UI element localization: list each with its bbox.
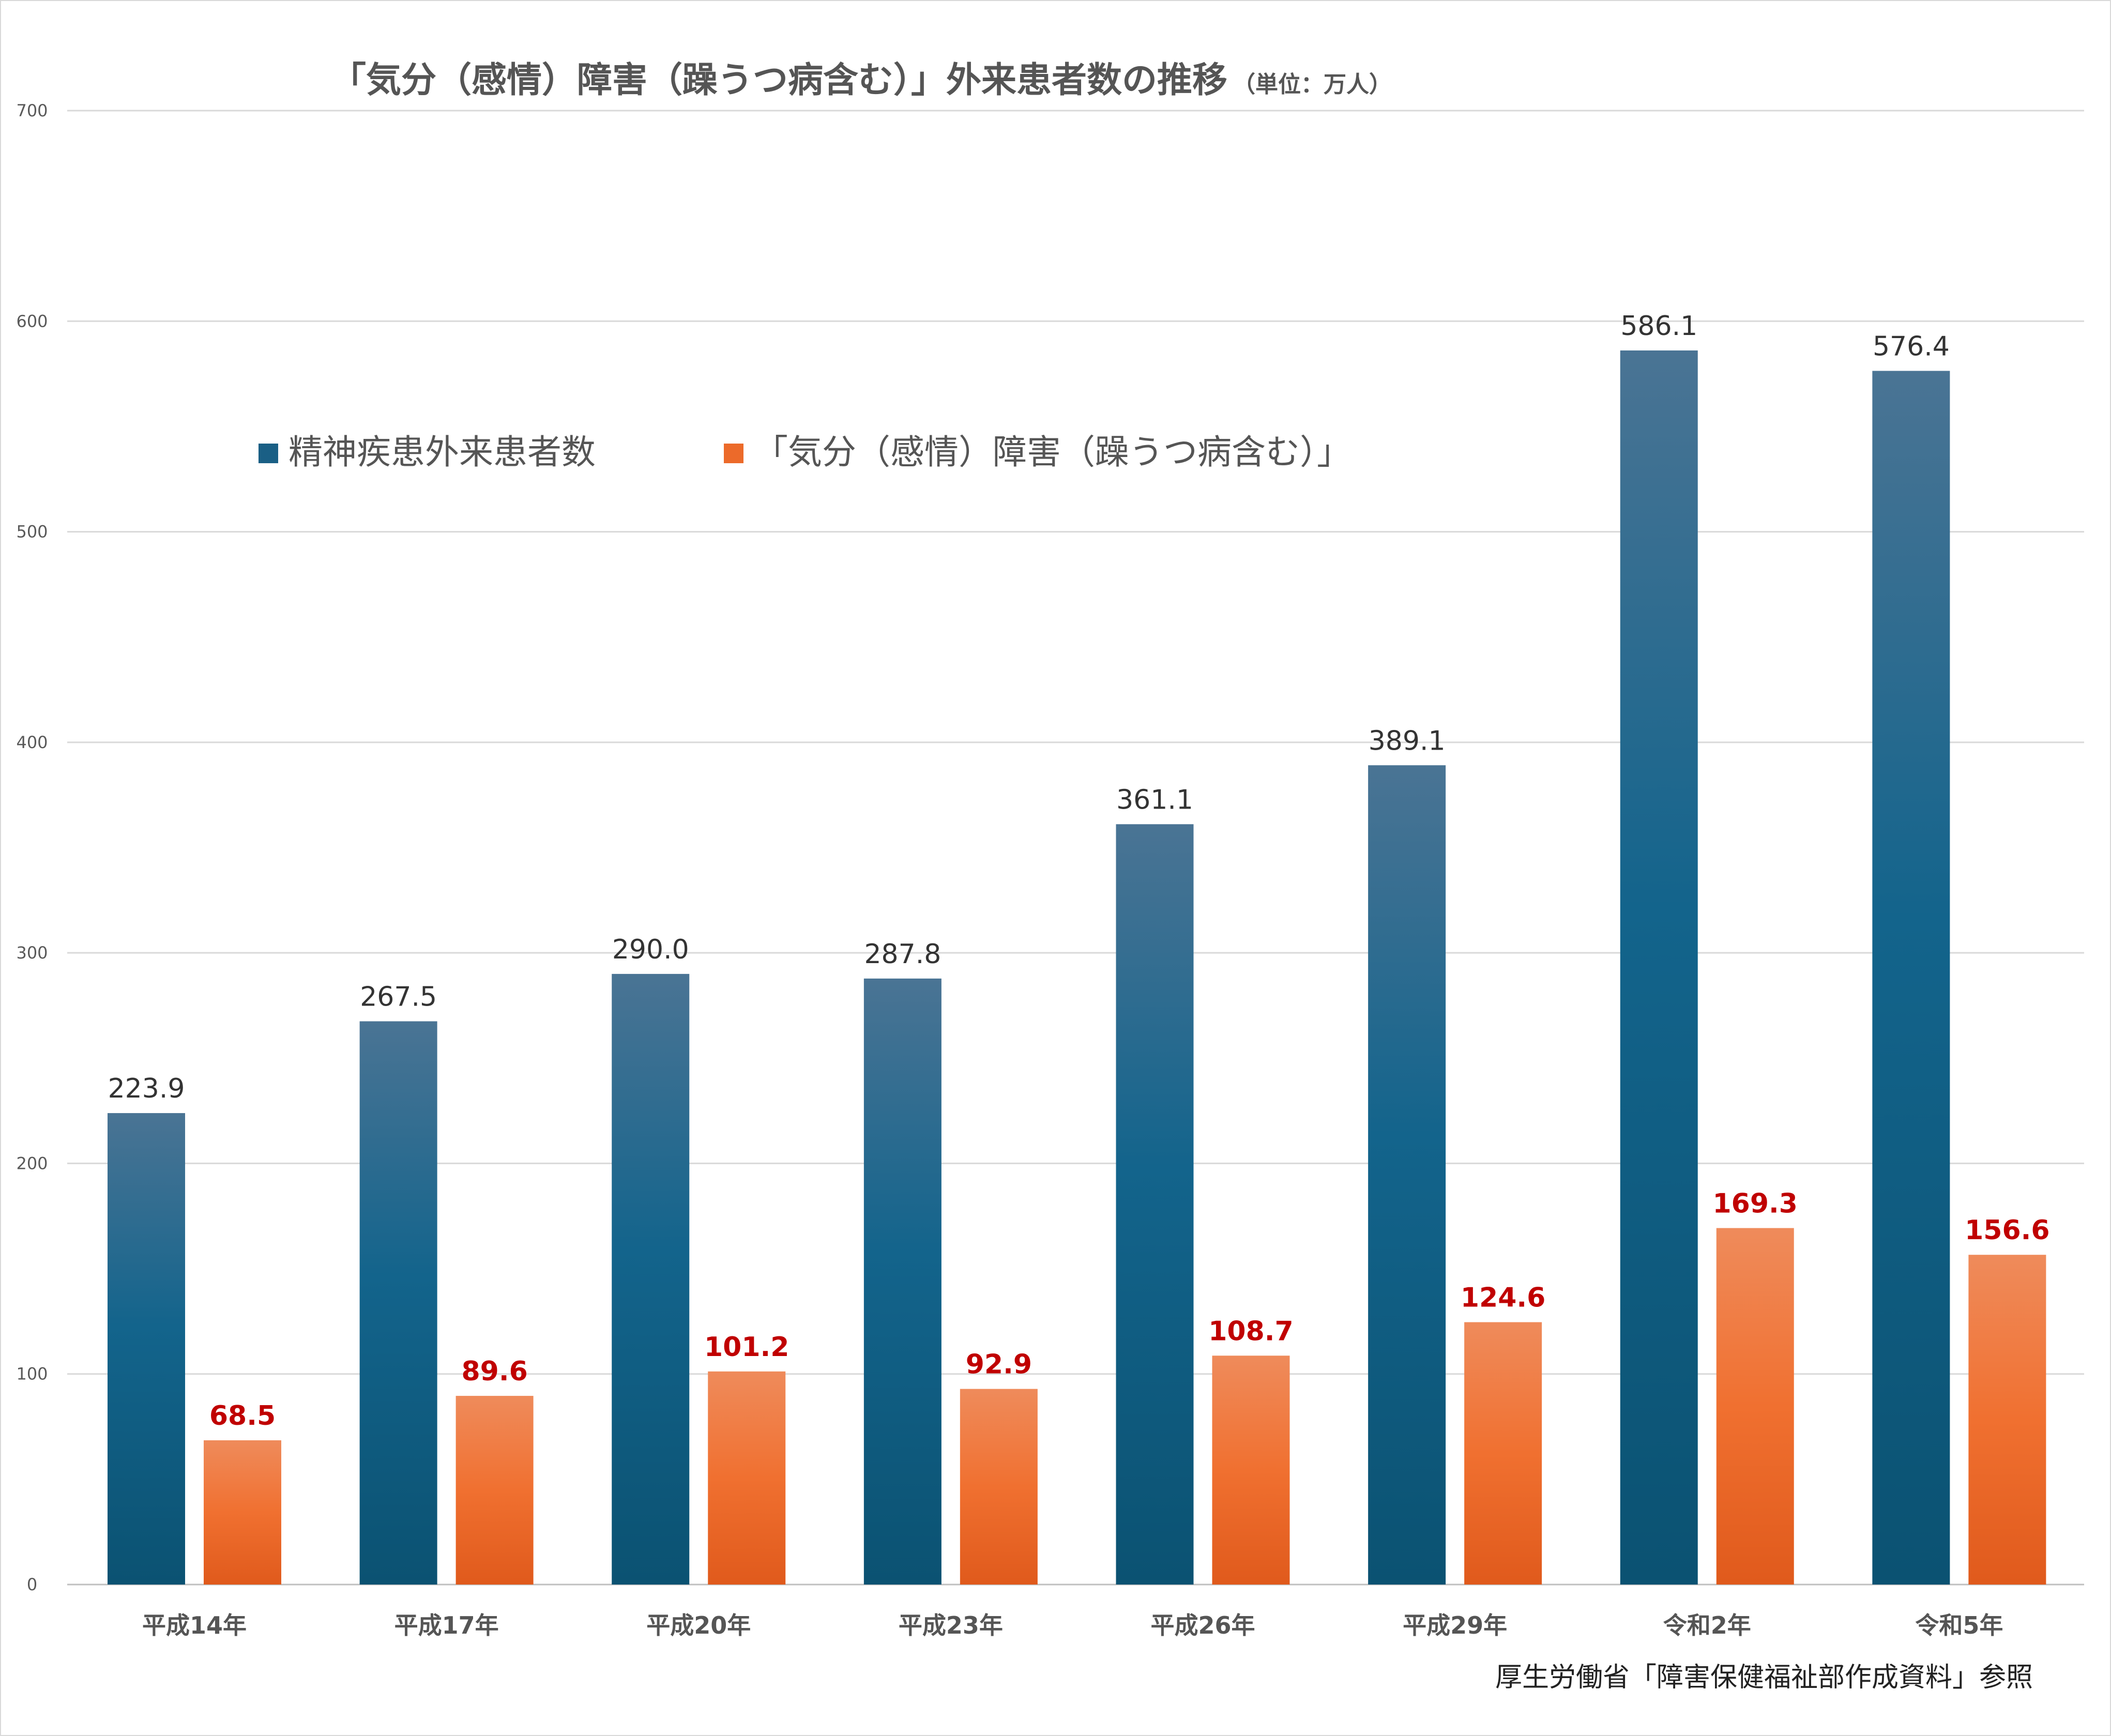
chart-title: 「気分（感情）障害（躁うつ病含む）」外来患者数の推移 （単位：万人） xyxy=(331,60,1392,101)
chart-title-text: 「気分（感情）障害（躁うつ病含む）」外来患者数の推移 xyxy=(331,60,1227,101)
y-tick-label: 600 xyxy=(16,311,48,331)
x-tick-label: 平成26年 xyxy=(1150,1611,1255,1639)
y-tick-label: 100 xyxy=(16,1364,48,1384)
source-note: 厚生労働省「障害保健福祉部作成資料」参照 xyxy=(1495,1662,2033,1693)
bar-outpatients xyxy=(612,973,690,1585)
bar-mood-disorder xyxy=(455,1396,534,1585)
x-tick-label: 令和5年 xyxy=(1915,1611,2003,1639)
y-tick-label: 500 xyxy=(16,522,48,542)
data-label: 290.0 xyxy=(612,934,689,965)
y-tick-label: 0 xyxy=(27,1575,37,1594)
legend-label-mood-disorder: 「気分（感情）障害（躁うつ病含む）」 xyxy=(754,432,1351,472)
data-label: 267.5 xyxy=(360,982,437,1013)
data-label: 169.3 xyxy=(1713,1188,1798,1219)
data-label: 124.6 xyxy=(1461,1283,1545,1314)
bar-outpatients xyxy=(1368,765,1446,1585)
data-label: 361.1 xyxy=(1116,784,1193,815)
legend-swatch-mood-disorder xyxy=(724,444,743,463)
y-tick-label: 700 xyxy=(16,101,48,120)
data-label: 156.6 xyxy=(1965,1215,2049,1246)
bar-mood-disorder xyxy=(708,1371,786,1585)
legend-swatch-outpatients xyxy=(259,444,278,463)
data-label: 389.1 xyxy=(1369,725,1446,756)
y-tick-label: 400 xyxy=(16,733,48,752)
bar-outpatients xyxy=(1116,824,1194,1585)
bar-mood-disorder xyxy=(204,1440,281,1585)
bar-mood-disorder xyxy=(1464,1322,1542,1585)
x-tick-label: 令和2年 xyxy=(1663,1611,1751,1639)
legend-label-outpatients: 精神疾患外来患者数 xyxy=(288,432,596,472)
data-label: 108.7 xyxy=(1208,1316,1293,1347)
y-tick-label: 300 xyxy=(16,943,48,963)
bar-outpatients xyxy=(108,1113,185,1585)
unit-label: （単位：万人） xyxy=(1233,71,1392,98)
data-label: 101.2 xyxy=(704,1332,789,1363)
data-label: 586.1 xyxy=(1620,311,1697,342)
bar-outpatients xyxy=(1620,350,1698,1585)
data-label: 89.6 xyxy=(461,1356,527,1387)
bar-mood-disorder xyxy=(1716,1228,1794,1585)
data-label: 223.9 xyxy=(108,1073,185,1104)
bar-mood-disorder xyxy=(1968,1255,2046,1585)
bar-mood-disorder xyxy=(1212,1356,1290,1585)
bar-outpatients xyxy=(359,1021,437,1585)
legend: 精神疾患外来患者数 「気分（感情）障害（躁うつ病含む）」 xyxy=(259,432,1351,472)
data-label: 287.8 xyxy=(864,939,941,970)
x-tick-label: 平成23年 xyxy=(899,1611,1003,1639)
data-label: 92.9 xyxy=(966,1349,1032,1380)
bar-outpatients xyxy=(863,978,941,1585)
x-tick-label: 平成29年 xyxy=(1403,1611,1507,1639)
x-tick-label: 平成14年 xyxy=(142,1611,247,1639)
bar-outpatients xyxy=(1872,371,1950,1585)
x-tick-label: 平成20年 xyxy=(646,1611,751,1639)
bar-mood-disorder xyxy=(960,1389,1038,1585)
data-label: 576.4 xyxy=(1873,331,1950,362)
x-tick-label: 平成17年 xyxy=(394,1611,499,1639)
y-tick-label: 200 xyxy=(16,1153,48,1173)
data-label: 68.5 xyxy=(209,1400,276,1432)
